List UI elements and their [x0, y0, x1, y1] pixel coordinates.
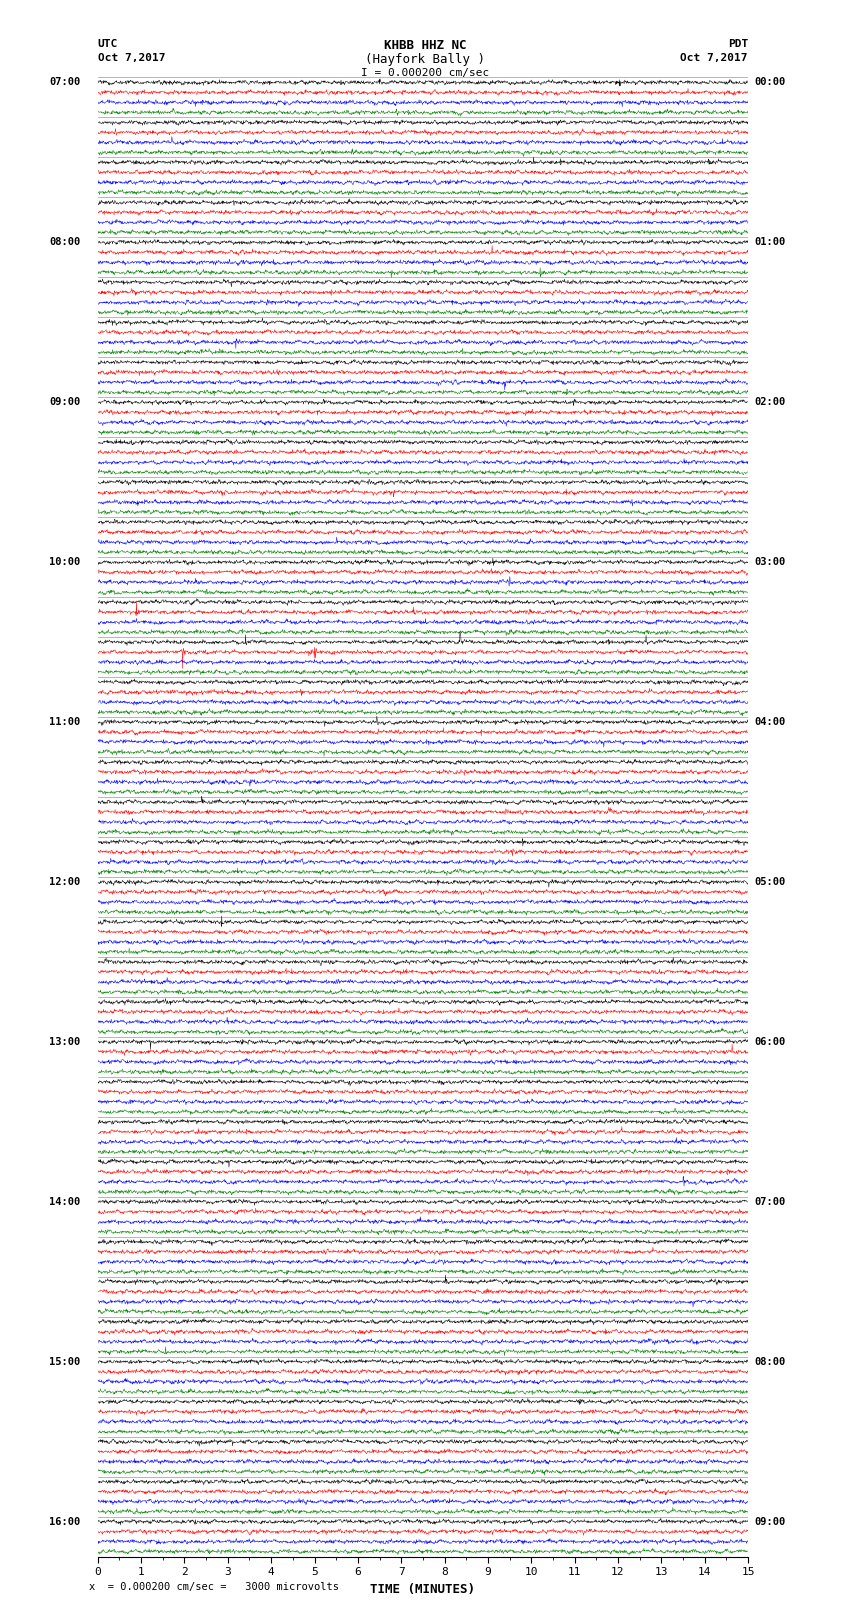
Text: (Hayfork Bally ): (Hayfork Bally ) — [365, 53, 485, 66]
Text: 15:00: 15:00 — [49, 1357, 81, 1366]
Text: 10:00: 10:00 — [49, 556, 81, 568]
Text: 09:00: 09:00 — [49, 397, 81, 406]
Text: 07:00: 07:00 — [49, 77, 81, 87]
Text: 13:00: 13:00 — [49, 1037, 81, 1047]
Text: 00:00: 00:00 — [755, 77, 785, 87]
Text: KHBB HHZ NC: KHBB HHZ NC — [383, 39, 467, 52]
Text: 16:00: 16:00 — [49, 1516, 81, 1526]
Text: 01:00: 01:00 — [755, 237, 785, 247]
Text: 05:00: 05:00 — [755, 877, 785, 887]
Text: 09:00: 09:00 — [755, 1516, 785, 1526]
Text: 11:00: 11:00 — [49, 718, 81, 727]
X-axis label: TIME (MINUTES): TIME (MINUTES) — [371, 1582, 475, 1595]
Text: 07:00: 07:00 — [755, 1197, 785, 1207]
Text: 06:00: 06:00 — [755, 1037, 785, 1047]
Text: 04:00: 04:00 — [755, 718, 785, 727]
Text: x  = 0.000200 cm/sec =   3000 microvolts: x = 0.000200 cm/sec = 3000 microvolts — [89, 1582, 339, 1592]
Text: 14:00: 14:00 — [49, 1197, 81, 1207]
Text: 02:00: 02:00 — [755, 397, 785, 406]
Text: UTC: UTC — [98, 39, 118, 48]
Text: Oct 7,2017: Oct 7,2017 — [98, 53, 165, 63]
Text: Oct 7,2017: Oct 7,2017 — [681, 53, 748, 63]
Text: 08:00: 08:00 — [49, 237, 81, 247]
Text: 03:00: 03:00 — [755, 556, 785, 568]
Text: PDT: PDT — [728, 39, 748, 48]
Text: I = 0.000200 cm/sec: I = 0.000200 cm/sec — [361, 68, 489, 77]
Text: 08:00: 08:00 — [755, 1357, 785, 1366]
Text: 12:00: 12:00 — [49, 877, 81, 887]
